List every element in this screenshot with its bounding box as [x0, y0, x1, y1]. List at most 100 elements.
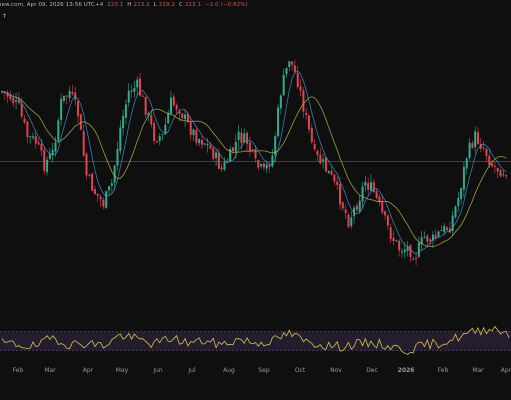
candle-body [133, 87, 136, 92]
candle-body [6, 92, 9, 97]
x-tick-label: Sep [258, 367, 270, 374]
oscillator-band [0, 331, 511, 351]
candle-body [282, 74, 285, 96]
candle-body [150, 114, 153, 125]
candle-body [26, 121, 29, 138]
candle-body [426, 235, 429, 242]
candle-body [477, 132, 480, 144]
candle-body [127, 90, 130, 103]
candle-body [209, 145, 212, 149]
x-tick-label: Apr [501, 367, 511, 374]
candle-body [429, 239, 432, 242]
candle-body [384, 211, 387, 216]
candle-body [330, 171, 333, 175]
candle-body [431, 234, 434, 241]
candle-body [491, 163, 494, 167]
candle-body [324, 157, 327, 172]
candle-body [277, 107, 280, 137]
candle-body [457, 198, 460, 207]
candle-body [99, 196, 102, 200]
candle-body [468, 142, 471, 158]
candle-body [48, 153, 51, 159]
candle-body [395, 240, 398, 242]
candle-body [147, 113, 150, 116]
candle-body [505, 175, 508, 177]
candle-body [305, 112, 308, 115]
candle-body [153, 123, 156, 142]
candle-body [403, 249, 406, 253]
x-tick-label: Mar [44, 367, 56, 374]
candle-body [350, 217, 353, 227]
candle-body [344, 209, 347, 214]
candle-body [434, 234, 437, 238]
candle-body [372, 182, 375, 192]
candle-body [358, 200, 361, 212]
candle-body [217, 152, 220, 169]
candle-body [364, 182, 367, 186]
candle-body [206, 144, 209, 146]
candle-body [260, 164, 263, 167]
candle-body [327, 170, 330, 174]
candle-body [499, 170, 502, 177]
candle-body [308, 115, 311, 130]
candle-body [136, 79, 139, 88]
candle-body [17, 99, 20, 104]
candle-body [355, 205, 358, 210]
candle-body [339, 184, 341, 205]
x-tick-label: Nov [330, 367, 342, 374]
candle-body [54, 142, 57, 152]
candle-body [77, 101, 80, 117]
ohlc-legend: iew.com, Apr 09, 2026 13:56 UTC+4 223.1 … [0, 2, 250, 8]
candle-body [268, 165, 271, 168]
x-tick-label: Feb [438, 367, 449, 374]
x-tick-label: Aug [223, 367, 235, 374]
candle-body [141, 95, 144, 97]
candle-body [175, 105, 178, 110]
x-tick-label: May [116, 367, 129, 374]
candle-body [285, 67, 288, 74]
candle-body [378, 196, 381, 203]
candle-body [485, 148, 488, 157]
candle-body [71, 92, 74, 94]
candle-body [296, 73, 299, 87]
slow-moving-average [1, 91, 507, 248]
candle-body [108, 186, 111, 191]
candle-body [29, 136, 32, 138]
candle-body [437, 231, 440, 237]
candle-body [122, 115, 125, 129]
candle-body [124, 104, 127, 118]
candle-body [420, 237, 423, 245]
candle-body [184, 114, 187, 120]
candle-body [40, 144, 43, 151]
candle-body [158, 136, 161, 141]
candle-body [155, 141, 158, 143]
candle-body [291, 61, 294, 65]
candle-body [248, 142, 251, 151]
candle-body [417, 242, 420, 257]
candle-body [57, 120, 60, 141]
candle-body [79, 114, 82, 130]
candle-body [51, 149, 54, 155]
candle-body [105, 191, 108, 209]
candle-body [181, 113, 184, 119]
candle-body [23, 118, 26, 123]
candle-body [440, 230, 443, 232]
candle-body [110, 183, 113, 186]
candle-body [460, 188, 463, 199]
candle-body [243, 133, 246, 143]
candle-body [375, 190, 378, 198]
candle-body [341, 202, 344, 209]
candle-body [251, 149, 254, 151]
candle-body [234, 141, 237, 152]
candle-body [144, 96, 147, 115]
candle-body [237, 131, 240, 140]
symbol-fragment: ↑ [2, 13, 8, 20]
candle-body [215, 152, 218, 159]
candle-body [96, 193, 99, 196]
candle-body [496, 167, 499, 172]
x-tick-label: Dec [366, 367, 378, 374]
candle-body [43, 149, 46, 171]
candle-body [65, 95, 68, 97]
candle-body [313, 144, 316, 150]
